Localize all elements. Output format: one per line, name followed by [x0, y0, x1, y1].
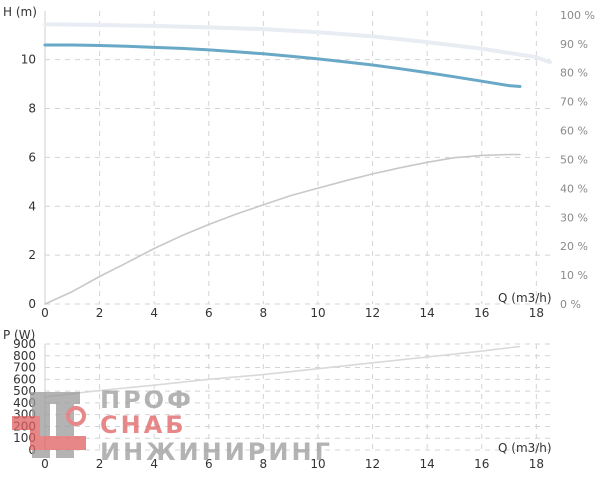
bottom-x-tick-label: 16 — [474, 457, 489, 471]
bottom-x-tick-label: 2 — [96, 457, 104, 471]
top-x-tick-label: 4 — [150, 306, 158, 320]
bottom-x-tick-label: 4 — [150, 457, 158, 471]
top-y2-tick-label: 90 % — [560, 38, 588, 51]
top-y-tick-label: 8 — [28, 102, 36, 116]
top-y-tick-label: 0 — [28, 297, 36, 311]
top-y2-tick-label: 0 % — [560, 298, 581, 311]
top-x-tick-label: 12 — [365, 306, 380, 320]
top-y-tick-label: 6 — [28, 150, 36, 164]
bottom-x-tick-label: 0 — [41, 457, 49, 471]
watermark-emblem — [12, 392, 86, 458]
top-y-tick-label: 2 — [28, 248, 36, 262]
top-y2-tick-label: 100 % — [560, 9, 595, 22]
top-x-tick-label: 14 — [420, 306, 435, 320]
top-y2-tick-label: 50 % — [560, 153, 588, 166]
bottom-chart-grid — [44, 343, 550, 451]
power-curve — [44, 345, 521, 398]
top-y-tick-label: 10 — [21, 53, 36, 67]
top-x-axis-label: Q (m3/h) — [498, 291, 552, 305]
bottom-chart-series — [44, 345, 521, 398]
watermark-line1: ПРОФ — [100, 386, 194, 414]
top-y-tick-label: 4 — [28, 199, 36, 213]
watermark-line3: ИНЖИНИРИНГ — [100, 438, 333, 466]
top-x-tick-label: 0 — [41, 306, 49, 320]
bottom-x-tick-label: 10 — [310, 457, 325, 471]
top-chart-series — [43, 22, 552, 305]
watermark-line2: СНАБ — [100, 411, 187, 439]
top-y2-tick-label: 40 % — [560, 182, 588, 195]
top-x-tick-label: 2 — [96, 306, 104, 320]
efficiency-curve — [44, 153, 521, 305]
head-curve — [43, 43, 522, 88]
top-y2-tick-label: 70 % — [560, 96, 588, 109]
top-y2-tick-label: 30 % — [560, 211, 588, 224]
top-y2-tick-label: 10 % — [560, 269, 588, 282]
top-y2-tick-label: 20 % — [560, 240, 588, 253]
bottom-x-tick-label: 14 — [420, 457, 435, 471]
top-x-tick-label: 10 — [310, 306, 325, 320]
bottom-y-tick-label: 700 — [13, 361, 36, 375]
bottom-x-tick-label: 12 — [365, 457, 380, 471]
top-x-tick-label: 8 — [260, 306, 268, 320]
top-chart-grid — [44, 11, 550, 305]
watermark-logo: ПРОФ СНАБ ИНЖИНИРИНГ — [12, 386, 333, 466]
bottom-x-tick-label: 8 — [260, 457, 268, 471]
top-y2-tick-label: 80 % — [560, 67, 588, 80]
light-head-curve — [43, 22, 552, 65]
bottom-y-tick-label: 800 — [13, 349, 36, 363]
top-x-tick-label: 18 — [529, 306, 544, 320]
top-y2-tick-label: 60 % — [560, 125, 588, 138]
bottom-x-tick-label: 6 — [205, 457, 213, 471]
bottom-y-tick-label: 600 — [13, 372, 36, 386]
bottom-x-axis-label: Q (m3/h) — [498, 441, 552, 455]
top-y-axis-label: H (m) — [3, 5, 37, 19]
bottom-y-axis-label: P (W) — [3, 328, 35, 342]
top-x-tick-label: 16 — [474, 306, 489, 320]
top-x-tick-label: 6 — [205, 306, 213, 320]
bottom-x-tick-label: 18 — [529, 457, 544, 471]
bottom-y-tick-label: 900 — [13, 337, 36, 351]
